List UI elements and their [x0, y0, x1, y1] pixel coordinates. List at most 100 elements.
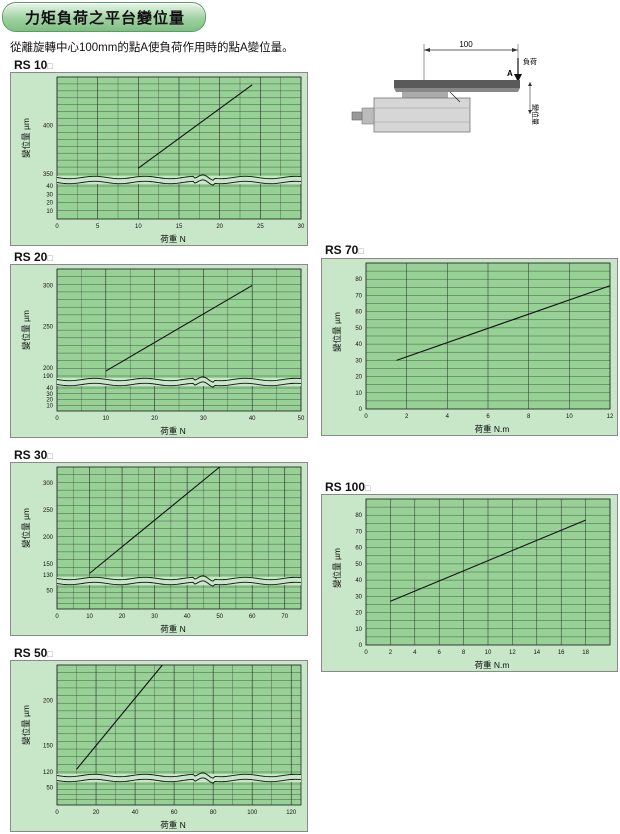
- chart-title-rs100: RS 100□: [325, 480, 371, 494]
- point-a-label: A: [507, 69, 513, 78]
- axis-break: [57, 378, 301, 386]
- y-tick-label: 30: [46, 192, 53, 198]
- table-top: [394, 80, 520, 88]
- series-line: [396, 285, 611, 361]
- x-tick-label: 30: [151, 614, 158, 620]
- y-tick-label: 0: [359, 643, 363, 649]
- y-tick-label: 10: [355, 627, 362, 633]
- y-tick-label: 20: [46, 201, 53, 207]
- y-tick-label: 120: [43, 770, 54, 776]
- dimension-label: 100: [459, 40, 473, 49]
- x-tick-label: 18: [582, 650, 589, 656]
- actuator-body: [373, 97, 471, 133]
- y-tick-label: 60: [355, 546, 362, 552]
- x-tick-label: 15: [176, 224, 183, 230]
- x-tick-label: 0: [55, 224, 59, 230]
- x-tick-label: 6: [438, 650, 442, 656]
- break-line: [56, 376, 302, 383]
- series-line: [138, 84, 253, 169]
- chart-title-rs20: RS 20□: [14, 250, 53, 264]
- x-tick-label: 20: [216, 224, 223, 230]
- y-axis-label: 變位量 µm: [21, 705, 31, 745]
- break-line: [56, 580, 302, 587]
- x-axis-label: 荷重 N.m: [475, 424, 510, 434]
- y-tick-label: 250: [43, 508, 54, 514]
- x-tick-label: 6: [486, 414, 490, 420]
- y-axis-label: 變位量 µm: [21, 118, 31, 158]
- break-line: [56, 179, 302, 186]
- break-line: [56, 174, 302, 181]
- x-axis-label: 荷重 N: [160, 820, 186, 830]
- x-tick-label: 10: [135, 224, 142, 230]
- x-tick-label: 50: [298, 416, 305, 422]
- y-tick-label: 50: [46, 589, 53, 595]
- y-axis-label: 變位量 µm: [332, 548, 342, 588]
- x-axis-label: 荷重 N.m: [475, 660, 510, 670]
- x-tick-label: 70: [281, 614, 288, 620]
- x-tick-label: 50: [216, 614, 223, 620]
- y-tick-label: 150: [43, 562, 54, 568]
- y-axis-label: 變位量 µm: [21, 310, 31, 350]
- plot-area: [56, 466, 302, 610]
- x-tick-label: 14: [533, 650, 540, 656]
- y-tick-label: 40: [355, 342, 362, 348]
- y-tick-label: 0: [359, 407, 363, 413]
- x-tick-label: 2: [389, 650, 393, 656]
- x-tick-label: 10: [566, 414, 573, 420]
- y-tick-label: 250: [43, 325, 54, 331]
- y-tick-label: 150: [43, 743, 54, 749]
- axis-break: [57, 577, 301, 585]
- chart-rs70: 0 2 4 6 8 10 12 0 10 20 30 40 50 60 70 80 荷重 N.m 變位量 µm: [321, 258, 618, 436]
- chart-rs30: 0 10 20 30 40 50 60 70 130 150 200 250 300 50 荷重 N 變位量 …: [10, 462, 308, 636]
- chart-svg-rs50: 0 20 40 60 80 100 120 120 150 200 50 荷重 N 變位量 µm: [21, 664, 302, 830]
- series-line: [390, 519, 586, 602]
- load-diagram: 100 負荷 A 變位量: [351, 40, 540, 133]
- y-tick-label: 50: [46, 786, 53, 792]
- x-tick-label: 60: [171, 810, 178, 816]
- chart-rs20: 0 10 20 30 40 50 190 200 250 300 10 20 30 40 荷重 N 變位量 µ…: [10, 264, 308, 438]
- chart-svg-rs100: 0 2 4 6 8 10 12 14 16 18 0 10 20 30 40 50 60 70 80 荷重 N.m 變位…: [332, 498, 611, 670]
- load-label: 負荷: [523, 57, 537, 66]
- x-tick-label: 5: [96, 224, 100, 230]
- series-line: [89, 466, 221, 574]
- x-tick-label: 25: [257, 224, 264, 230]
- x-tick-label: 16: [558, 650, 565, 656]
- title-banner: 力矩負荷之平台變位量: [2, 2, 206, 32]
- subtitle: 從離旋轉中心100mm的點A使負荷作用時的點A變位量。: [10, 42, 294, 54]
- chart-title-rs70: RS 70□: [325, 243, 364, 257]
- x-tick-label: 2: [405, 414, 409, 420]
- y-tick-label: 30: [355, 358, 362, 364]
- y-tick-label: 200: [43, 535, 54, 541]
- y-tick-label: 400: [43, 124, 54, 130]
- x-tick-label: 12: [607, 414, 614, 420]
- x-tick-label: 0: [55, 810, 59, 816]
- x-tick-label: 20: [151, 416, 158, 422]
- chart-svg-rs70: 0 2 4 6 8 10 12 0 10 20 30 40 50 60 70 80 荷重 N.m 變位量 µm: [332, 262, 614, 434]
- y-tick-label: 30: [46, 392, 53, 398]
- y-tick-label: 70: [355, 529, 362, 535]
- x-tick-label: 4: [446, 414, 450, 420]
- y-tick-label: 300: [43, 283, 54, 289]
- x-tick-label: 0: [55, 416, 59, 422]
- x-tick-label: 0: [364, 650, 368, 656]
- x-tick-label: 100: [247, 810, 258, 816]
- y-tick-label: 10: [46, 403, 53, 409]
- x-tick-label: 120: [286, 810, 297, 816]
- chart-svg-rs30: 0 10 20 30 40 50 60 70 130 150 200 250 300 50 荷重 N 變位量 …: [21, 466, 302, 634]
- axis-break: [57, 774, 301, 782]
- y-tick-label: 190: [43, 374, 54, 380]
- x-tick-label: 0: [55, 614, 59, 620]
- chart-title-rs50: RS 50□: [14, 646, 53, 660]
- page-title: 力矩負荷之平台變位量: [25, 10, 186, 27]
- x-axis-label: 荷重 N: [160, 624, 186, 634]
- y-axis-label: 變位量 µm: [332, 312, 342, 352]
- y-tick-label: 40: [355, 578, 362, 584]
- y-tick-label: 20: [355, 375, 362, 381]
- break-line: [56, 772, 302, 779]
- y-tick-label: 300: [43, 481, 54, 487]
- x-tick-label: 20: [93, 810, 100, 816]
- y-tick-label: 50: [355, 562, 362, 568]
- x-tick-label: 0: [364, 414, 368, 420]
- y-tick-label: 80: [355, 513, 362, 519]
